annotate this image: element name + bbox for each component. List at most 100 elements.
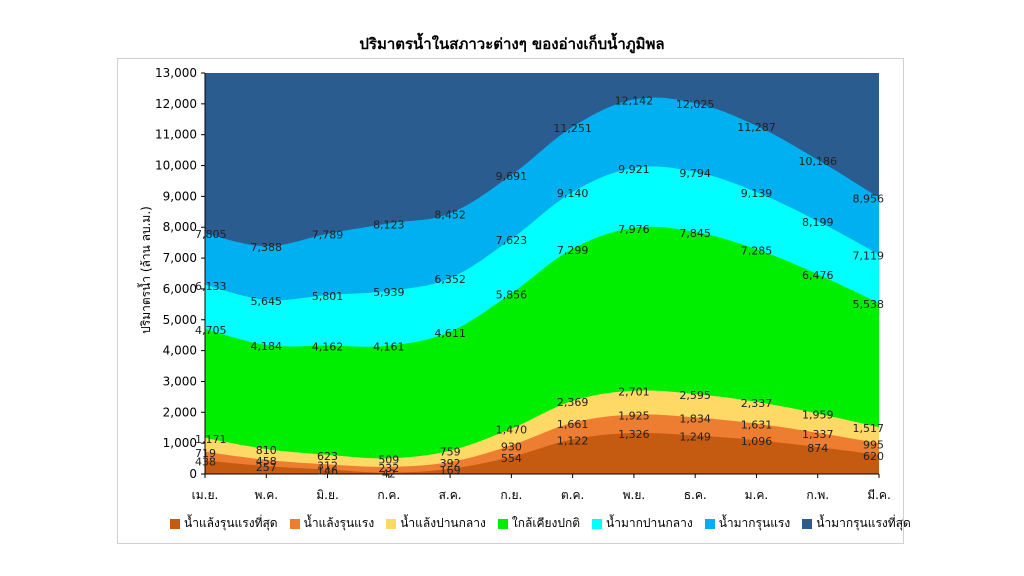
legend-swatch — [592, 518, 603, 529]
legend-swatch — [497, 518, 508, 529]
data-label: 392 — [440, 457, 461, 470]
y-tick-label: 8,000 — [163, 220, 197, 234]
y-tick-label: 9,000 — [163, 189, 197, 203]
legend-label: น้ำมากปานกลาง — [606, 516, 693, 530]
legend-item: น้ำมากรุนแรงที่สุด — [802, 514, 911, 533]
data-label: 42 — [382, 468, 396, 481]
data-label: 2,369 — [557, 396, 589, 409]
data-label: 1,661 — [557, 418, 589, 431]
y-tick-label: 4,000 — [163, 344, 197, 358]
data-label: 8,123 — [373, 218, 405, 231]
x-tick-label: ส.ค. — [439, 488, 462, 502]
data-labels: 438 257 146 42 169 554 1,122 1,326 1,249 1,096 874… — [195, 94, 884, 480]
data-label: 874 — [807, 442, 828, 455]
data-label: 1,171 — [195, 433, 227, 446]
data-label: 810 — [256, 444, 277, 457]
legend-item: น้ำแล้งปานกลาง — [386, 514, 486, 533]
data-label: 7,388 — [251, 241, 283, 254]
y-tick-label: 11,000 — [155, 128, 197, 142]
y-tick-label: 0 — [189, 467, 197, 481]
data-label: 7,299 — [557, 244, 589, 257]
x-tick-label: ก.ค. — [377, 488, 400, 502]
data-label: 1,470 — [496, 424, 528, 437]
legend-label: น้ำแล้งรุนแรง — [303, 516, 375, 530]
data-label: 7,976 — [618, 223, 650, 236]
data-label: 620 — [863, 450, 884, 463]
legend-swatch — [802, 518, 813, 529]
data-label: 257 — [256, 461, 277, 474]
chart-frame — [117, 58, 904, 544]
x-tick-label: ต.ค. — [561, 488, 584, 502]
data-label: 1,249 — [679, 430, 711, 443]
x-tick-label: ธ.ค. — [684, 488, 707, 502]
legend-label: ใกล้เคียงปกติ — [511, 516, 581, 530]
data-label: 12,142 — [615, 94, 654, 107]
legend-item: น้ำมากรุนแรง — [704, 514, 791, 533]
data-label: 1,326 — [618, 428, 650, 441]
legend-swatch — [289, 518, 300, 529]
legend-label: น้ำมากรุนแรงที่สุด — [816, 516, 911, 530]
data-label: 7,805 — [195, 228, 227, 241]
data-label: 1,834 — [679, 412, 711, 425]
legend-swatch — [170, 518, 180, 529]
data-label: 9,921 — [618, 163, 650, 176]
data-label: 4,162 — [312, 341, 344, 354]
chart-title: ปริมาตรน้ำในสภาวะต่างๆ ของอ่างเก็บน้ำภูม… — [359, 35, 665, 53]
legend-label: น้ำแล้งรุนแรงที่สุด — [184, 516, 278, 530]
data-label: 509 — [378, 453, 399, 466]
data-label: 5,939 — [373, 286, 405, 299]
data-label: 312 — [317, 459, 338, 472]
y-tick-label: 5,000 — [163, 313, 197, 327]
data-label: 554 — [501, 452, 522, 465]
area-layers — [205, 73, 879, 474]
data-label: 11,251 — [553, 122, 592, 135]
data-label: 6,133 — [195, 280, 227, 293]
data-label: 623 — [317, 450, 338, 463]
data-label: 8,452 — [434, 208, 466, 221]
legend-label: น้ำมากรุนแรง — [718, 516, 791, 530]
chart-legend: น้ำแล้งรุนแรงที่สุด น้ำแล้งรุนแรง น้ำแล้งป… — [170, 514, 911, 533]
data-label: 7,789 — [312, 229, 344, 242]
y-tick-label: 10,000 — [155, 159, 197, 173]
data-label: 438 — [195, 455, 216, 468]
data-label: 6,476 — [802, 269, 834, 282]
x-tick-label: พ.ค. — [254, 488, 278, 502]
data-label: 10,186 — [798, 155, 837, 168]
data-label: 2,337 — [741, 397, 773, 410]
legend-label: น้ำแล้งปานกลาง — [400, 516, 486, 530]
data-label: 4,161 — [373, 341, 405, 354]
y-tick-label: 3,000 — [163, 374, 197, 388]
data-label: 146 — [317, 464, 338, 477]
y-tick-label: 13,000 — [155, 66, 197, 80]
data-label: 8,199 — [802, 216, 834, 229]
data-label: 169 — [440, 464, 461, 477]
legend-item: น้ำแล้งรุนแรง — [289, 514, 375, 533]
data-label: 9,794 — [679, 167, 711, 180]
data-label: 232 — [378, 462, 399, 475]
y-tick-label: 2,000 — [163, 405, 197, 419]
data-label: 8,956 — [853, 193, 885, 206]
data-label: 4,705 — [195, 324, 227, 337]
data-label: 6,352 — [434, 273, 466, 286]
x-tick-label: ก.พ. — [806, 488, 829, 502]
x-tick-label: มิ.ย. — [316, 488, 339, 502]
data-label: 5,856 — [496, 288, 528, 301]
x-tick-label: มี.ค. — [867, 488, 891, 502]
y-tick-label: 1,000 — [163, 436, 197, 450]
x-tick-label: เม.ย. — [192, 488, 219, 502]
data-label: 11,287 — [737, 121, 776, 134]
data-label: 2,701 — [618, 386, 650, 399]
data-label: 2,595 — [679, 389, 711, 402]
y-tick-label: 12,000 — [155, 97, 197, 111]
data-label: 5,645 — [251, 295, 283, 308]
y-axis-label: ปริมาตรน้ำ (ล้าน ลบ.ม.) — [137, 206, 153, 334]
axes — [201, 72, 880, 478]
data-label: 12,025 — [676, 98, 715, 111]
legend-swatch — [386, 518, 397, 529]
data-label: 1,337 — [802, 428, 834, 441]
legend-item: ใกล้เคียงปกติ — [497, 514, 581, 533]
data-label: 1,096 — [741, 435, 773, 448]
data-label: 1,631 — [741, 419, 773, 432]
x-tick-label: พ.ย. — [623, 488, 646, 502]
